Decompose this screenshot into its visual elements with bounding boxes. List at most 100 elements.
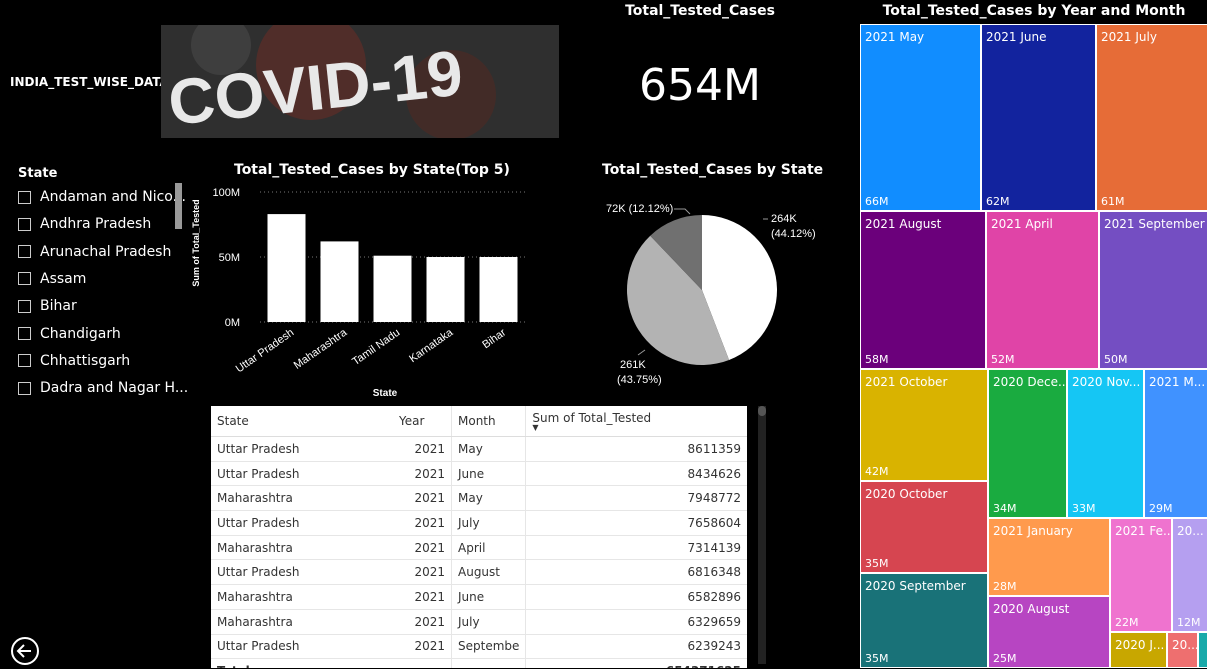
bar-chart-title: Total_Tested_Cases by State(Top 5) (234, 162, 510, 178)
cell-year: 2021 (393, 461, 452, 487)
checkbox[interactable] (18, 217, 31, 231)
pie-leader-261k (637, 349, 646, 356)
col-header-state[interactable]: State (211, 406, 393, 437)
pie-slice[interactable] (702, 215, 777, 360)
state-slicer-item[interactable]: Andhra Pradesh (18, 213, 151, 235)
bar-x-tick-label: Karnataka (407, 326, 456, 365)
treemap-tile[interactable]: 2021 May 66M (860, 24, 981, 211)
treemap-tile[interactable]: 2021 July 61M (1096, 24, 1207, 211)
table-scrollbar-thumb[interactable] (758, 406, 766, 416)
state-slicer-item-label: Andaman and Nico... (40, 189, 186, 205)
treemap-tile[interactable]: 20... 12M (1172, 518, 1207, 632)
table-row[interactable]: Maharashtra 2021 July 6329659 (211, 609, 747, 635)
col-header-sum-label: Sum of Total_Tested (532, 411, 652, 425)
bar-tamil-nadu[interactable] (373, 255, 412, 322)
treemap-tile-label: 2021 Fe... (1115, 524, 1172, 538)
state-slicer-item-label: Chhattisgarh (40, 352, 131, 369)
pie-chart-title: Total_Tested_Cases by State (602, 162, 824, 178)
cell-state: Maharashtra (211, 584, 393, 610)
state-slicer-item[interactable]: Assam (18, 268, 86, 290)
checkbox[interactable] (18, 299, 31, 313)
state-slicer-item[interactable]: Chhattisgarh (18, 350, 130, 372)
cell-year: 2021 (393, 559, 452, 586)
treemap-tile[interactable]: 20... (1167, 632, 1198, 668)
table-row[interactable]: Maharashtra 2021 May 7948772 (211, 485, 747, 512)
cell-year: 2021 (393, 510, 452, 536)
cell-year: 2021 (393, 436, 452, 462)
data-table: State Year Month Sum of Total_Tested ▼ U… (211, 406, 747, 668)
bar-karnataka[interactable] (426, 257, 465, 322)
pie-chart: 264K (44.12%) 261K (43.75%) 72K (12.12%) (606, 203, 816, 386)
cell-year: 2021 (393, 485, 452, 512)
col-header-month[interactable]: Month (450, 406, 526, 437)
treemap-tile[interactable]: 2021 January 28M (988, 518, 1110, 596)
pie-slice[interactable] (650, 215, 702, 290)
treemap-tile[interactable]: 2021 M... 29M (1144, 369, 1207, 518)
treemap-tile-value: 25M (993, 652, 1017, 665)
bar-uttar-pradesh[interactable] (267, 214, 306, 322)
table-row[interactable]: Maharashtra 2021 April 7314139 (211, 535, 747, 561)
table-scrollbar[interactable] (758, 406, 766, 664)
bar-y-axis-title: Sum of Total_Tested (191, 199, 201, 286)
state-slicer-item[interactable]: Andaman and Nico... (18, 186, 186, 208)
table-row[interactable]: Maharashtra 2021 June 6582896 (211, 584, 747, 610)
table-row[interactable]: Uttar Pradesh 2021 June 8434626 (211, 461, 747, 487)
checkbox[interactable] (18, 245, 31, 259)
state-slicer-item-label: Chandigarh (40, 325, 121, 342)
cell-month: July (450, 510, 526, 536)
treemap-tile[interactable]: 2020 Dece... 34M (988, 369, 1067, 518)
state-slicer-item[interactable]: Dadra and Nagar H... (18, 377, 188, 399)
pie-leader-72k (674, 208, 691, 215)
table-row[interactable]: Uttar Pradesh 2021 Septembe 6239243 (211, 634, 747, 660)
treemap-tile[interactable]: 2020 Nov... 33M (1067, 369, 1144, 518)
cell-year: 2021 (393, 535, 452, 561)
treemap-tile-label: 2021 September (1104, 217, 1205, 231)
checkbox[interactable] (18, 354, 31, 368)
bar-y-tick-label: 100M (212, 187, 240, 199)
treemap-tile[interactable]: 2021 June 62M (981, 24, 1096, 211)
total-value: 654371625 (525, 658, 747, 668)
treemap-tile[interactable] (1198, 632, 1207, 668)
bar-y-tick-label: 50M (219, 252, 240, 264)
table-row[interactable]: Uttar Pradesh 2021 May 8611359 (211, 436, 747, 462)
col-header-year[interactable]: Year (393, 406, 452, 437)
treemap-tile[interactable]: 2021 October 42M (860, 369, 988, 481)
treemap-tile-value: 35M (865, 557, 889, 570)
state-slicer-item[interactable]: Chandigarh (18, 323, 121, 345)
pie-label-264k-pct: (44.12%) (771, 228, 816, 240)
treemap-tile-label: 2020 October (865, 487, 948, 501)
bar-x-axis-title: State (373, 388, 398, 399)
treemap-tile-value: 50M (1104, 353, 1128, 366)
treemap-tile[interactable]: 2020 August 25M (988, 596, 1110, 668)
back-arrow-icon[interactable] (10, 636, 40, 666)
checkbox[interactable] (18, 381, 31, 395)
table-row[interactable]: Uttar Pradesh 2021 July 7658604 (211, 510, 747, 536)
checkbox[interactable] (18, 327, 31, 340)
treemap-tile[interactable]: 2021 August 58M (860, 211, 986, 369)
treemap-tile[interactable]: 2020 October 35M (860, 481, 988, 573)
treemap-tile-value: 29M (1149, 502, 1173, 515)
bar-maharashtra[interactable] (320, 241, 359, 322)
state-slicer-item[interactable]: Bihar (18, 295, 77, 317)
state-slicer-item[interactable]: Arunachal Pradesh (18, 241, 171, 263)
treemap-tile[interactable]: 2021 September 50M (1099, 211, 1207, 369)
checkbox[interactable] (18, 190, 31, 204)
treemap-tile[interactable]: 2020 September 35M (860, 573, 988, 668)
checkbox[interactable] (18, 272, 31, 286)
table-row[interactable]: Uttar Pradesh 2021 August 6816348 (211, 559, 747, 586)
col-header-sum[interactable]: Sum of Total_Tested ▼ (525, 406, 747, 437)
report-title: INDIA_TEST_WISE_DATA (10, 75, 169, 89)
treemap-tile[interactable]: 2020 J... (1110, 632, 1167, 668)
state-slicer-item-label: Andhra Pradesh (40, 216, 152, 233)
treemap-tile[interactable]: 2021 April 52M (986, 211, 1099, 369)
treemap-tile-value: 62M (986, 195, 1010, 208)
bar-bihar[interactable] (479, 257, 518, 322)
treemap-tile[interactable]: 2021 Fe... 22M (1110, 518, 1172, 632)
cell-state: Maharashtra (211, 535, 393, 561)
pie-slice[interactable] (627, 235, 730, 365)
slicer-scrollbar[interactable] (175, 183, 182, 229)
treemap-tile-label: 2021 January (993, 524, 1073, 538)
cell-sum: 8434626 (525, 461, 747, 487)
treemap-tile-label: 20... (1172, 638, 1198, 652)
